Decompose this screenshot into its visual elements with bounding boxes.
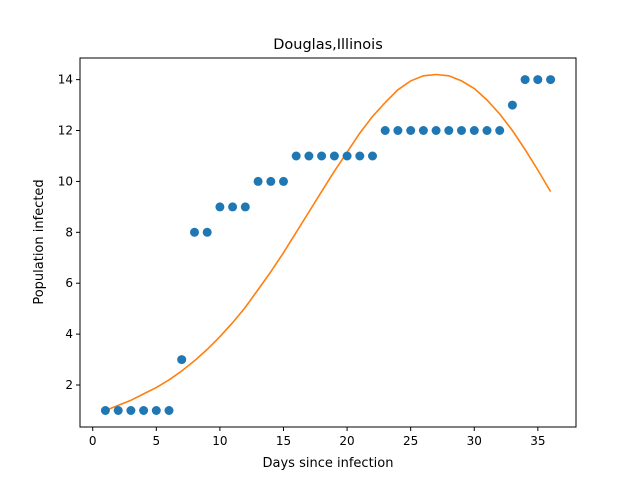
plot-area [100, 73, 556, 415]
x-tick-label: 20 [339, 434, 354, 448]
data-point [304, 151, 314, 161]
data-point [406, 126, 416, 135]
y-tick-label: 2 [65, 378, 73, 392]
data-point [253, 176, 263, 186]
data-point [520, 75, 530, 85]
data-point [151, 406, 161, 415]
x-tick-label: 15 [276, 434, 291, 448]
data-point [291, 151, 301, 161]
data-point [228, 202, 238, 212]
data-point [202, 227, 212, 237]
data-point [164, 406, 174, 415]
x-tick-label: 25 [403, 434, 418, 448]
y-tick-label: 12 [58, 124, 73, 138]
data-point [139, 406, 149, 415]
data-point [355, 151, 365, 161]
data-point [393, 126, 403, 135]
data-point [190, 227, 199, 237]
y-tick-label: 14 [58, 73, 73, 87]
data-point [495, 126, 505, 135]
data-point [482, 126, 492, 135]
data-point [329, 151, 339, 161]
x-tick-label: 10 [212, 434, 227, 448]
x-axis: 0 5 10 15 20 25 30 35 [89, 427, 545, 448]
chart-title: Douglas,Illinois [273, 37, 383, 53]
y-tick-label: 10 [58, 174, 73, 188]
data-point [444, 126, 454, 135]
data-point [266, 176, 276, 186]
y-axis: 2 4 6 8 10 12 14 [58, 73, 80, 392]
data-point [546, 75, 556, 85]
fit-curve [105, 73, 552, 412]
data-point [240, 202, 250, 212]
x-tick-label: 35 [530, 434, 545, 448]
y-axis-label: Population infected [32, 179, 47, 304]
data-point [215, 202, 225, 212]
data-point [533, 75, 543, 85]
y-tick-label: 8 [65, 225, 73, 239]
data-point [126, 406, 136, 415]
x-tick-label: 30 [467, 434, 482, 448]
axes-frame [79, 57, 577, 428]
data-point [418, 126, 428, 135]
data-point [113, 406, 123, 415]
data-point [457, 126, 466, 135]
x-axis-label: Days since infection [263, 456, 394, 471]
data-point [507, 100, 517, 110]
data-point [368, 151, 377, 161]
x-tick-label: 0 [89, 434, 97, 448]
x-tick-label: 5 [152, 434, 160, 448]
data-point [342, 151, 352, 161]
y-tick-label: 6 [65, 276, 73, 290]
data-point [279, 176, 288, 186]
data-point [317, 151, 327, 161]
data-point [177, 355, 187, 365]
data-point [431, 126, 441, 135]
data-point [469, 126, 479, 135]
y-tick-label: 4 [65, 327, 73, 341]
data-point [100, 406, 110, 415]
data-point [380, 126, 390, 135]
